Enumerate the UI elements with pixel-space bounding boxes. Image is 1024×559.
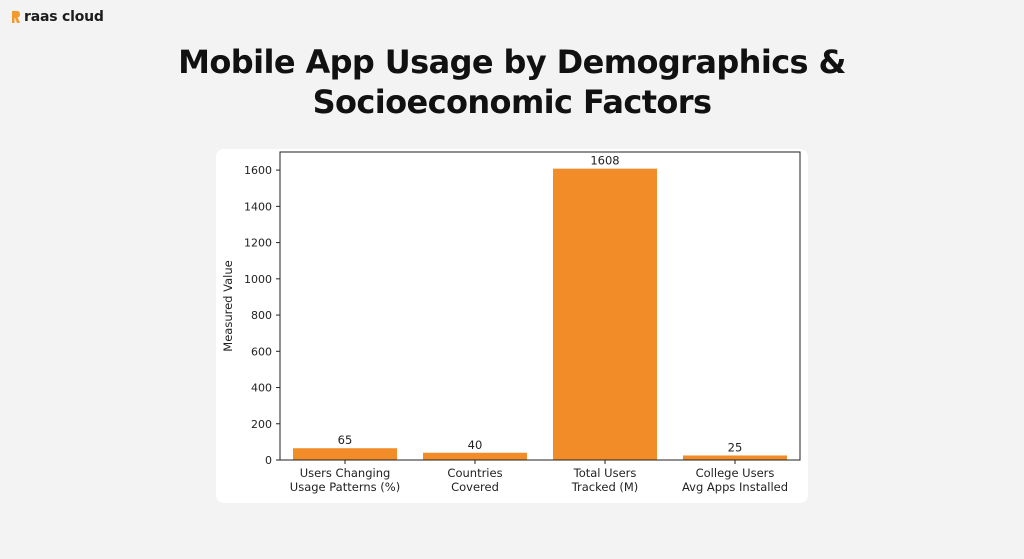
bar-value-label: 25 [728,440,743,454]
x-tick-label: College Users Avg Apps Installed [682,466,788,494]
x-tick-label: Users Changing Usage Patterns (%) [290,466,400,494]
bar [423,452,527,460]
bar [683,455,787,460]
plot-frame [279,151,801,461]
y-tick-label: 1600 [244,164,272,177]
title-line-2: Socioeconomic Factors [312,83,712,121]
y-axis-label: Measured Value [221,260,235,351]
y-tick-label: 600 [251,345,272,358]
bar-chart: 65 Users Changing Usage Patterns (%) 40 Coun… [221,151,801,494]
y-tick-label: 800 [251,309,272,322]
x-tick-label: Countries Covered [447,466,502,494]
y-tick-label: 1000 [244,273,272,286]
y-tick-label: 0 [265,454,272,467]
chart-card: 65 Users Changing Usage Patterns (%) 40 Coun… [216,149,808,503]
y-tick-label: 1200 [244,237,272,250]
brand-logo[interactable]: raas cloud [11,9,104,25]
x-tick-label: Total Users Tracked (M) [571,466,639,494]
bar-value-label: 1608 [590,154,619,168]
bar [293,448,397,460]
title-line-1: Mobile App Usage by Demographics & [178,43,846,81]
y-tick-label: 1400 [244,200,272,213]
bar-value-label: 40 [468,438,483,452]
raas-logo-icon [12,11,20,23]
y-tick-label: 400 [251,382,272,395]
bar [553,168,657,460]
brand-name: raas cloud [24,9,104,25]
page-title: Mobile App Usage by Demographics & Socio… [0,42,1024,122]
y-tick-label: 200 [251,418,272,431]
bar-value-label: 65 [338,433,353,447]
